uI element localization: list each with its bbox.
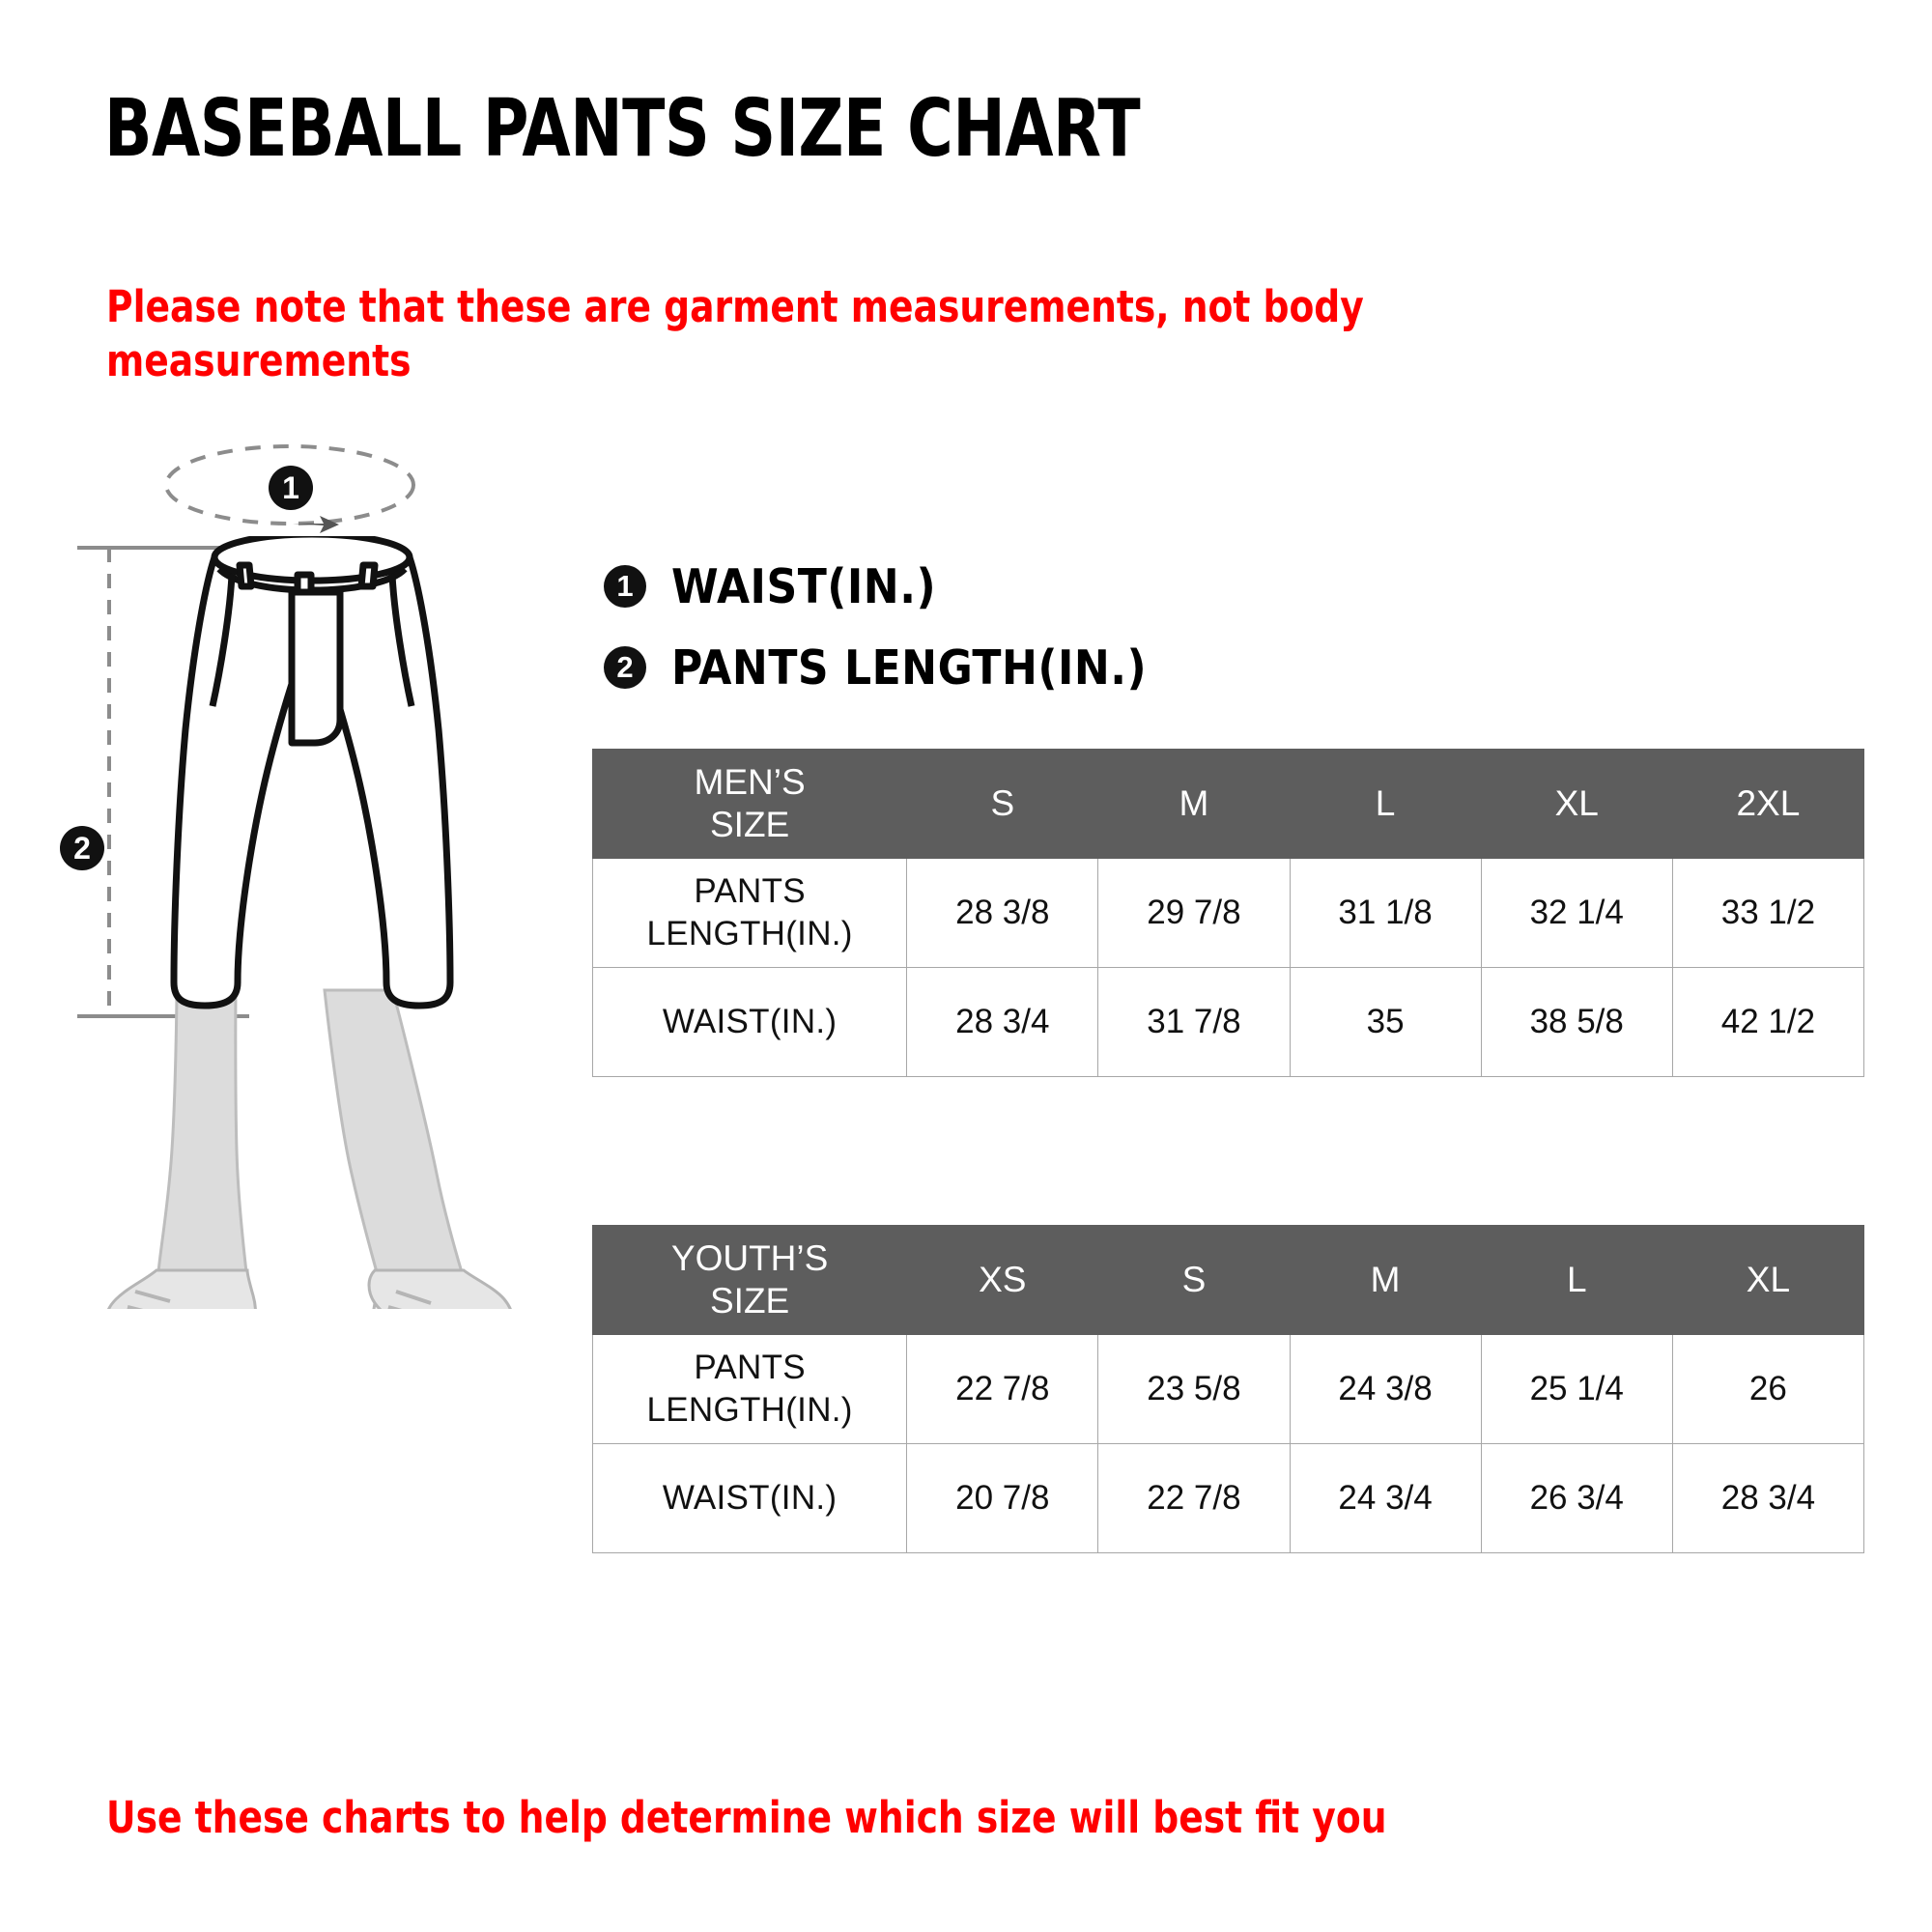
mens-size-table: MEN’S SIZE S M L XL 2XL PANTS LENGTH(IN.… [591, 749, 1865, 1077]
mens-pants-length-xl: 32 1/4 [1480, 858, 1673, 968]
youths-waist-l: 26 3/4 [1480, 1443, 1673, 1553]
youths-col-s: S [1097, 1225, 1291, 1335]
mens-table-header-row: MEN’S SIZE S M L XL 2XL [591, 749, 1865, 859]
mens-pants-length-l: 31 1/8 [1289, 858, 1482, 968]
youths-waist-xs: 20 7/8 [906, 1443, 1099, 1553]
mens-row0-line2: LENGTH(IN.) [646, 915, 853, 952]
youths-pants-length-xl: 26 [1671, 1334, 1865, 1444]
youths-col-m: M [1289, 1225, 1482, 1335]
mens-pants-length-m: 29 7/8 [1097, 858, 1291, 968]
mens-col-l: L [1289, 749, 1482, 859]
mens-col-s: S [906, 749, 1099, 859]
youths-col-xl: XL [1671, 1225, 1865, 1335]
diagram-length-marker: 2 [60, 826, 104, 870]
youths-row-label-pants-length: PANTS LENGTH(IN.) [591, 1334, 908, 1444]
youths-pants-length-s: 23 5/8 [1097, 1334, 1291, 1444]
table-row: PANTS LENGTH(IN.) 22 7/8 23 5/8 24 3/8 2… [591, 1334, 1865, 1444]
youths-corner-line2: SIZE [709, 1281, 790, 1321]
pants-diagram [77, 536, 580, 1309]
mens-pants-length-s: 28 3/8 [906, 858, 1099, 968]
garment-measurement-note: Please note that these are garment measu… [106, 281, 1364, 386]
mens-waist-s: 28 3/4 [906, 967, 1099, 1077]
legend-item-pants-length: 2 PANTS LENGTH(IN.) [604, 627, 1147, 708]
youths-waist-m: 24 3/4 [1289, 1443, 1482, 1553]
youths-row0-line2: LENGTH(IN.) [646, 1391, 853, 1429]
mens-waist-m: 31 7/8 [1097, 967, 1291, 1077]
table-row: WAIST(IN.) 28 3/4 31 7/8 35 38 5/8 42 1/… [591, 967, 1865, 1077]
youths-table-header-row: YOUTH’S SIZE XS S M L XL [591, 1225, 1865, 1335]
mens-row-label-pants-length: PANTS LENGTH(IN.) [591, 858, 908, 968]
youths-corner-line1: YOUTH’S [670, 1238, 829, 1278]
youths-row0-line1: PANTS [694, 1349, 806, 1386]
mens-col-m: M [1097, 749, 1291, 859]
youths-col-l: L [1480, 1225, 1673, 1335]
table-row: PANTS LENGTH(IN.) 28 3/8 29 7/8 31 1/8 3… [591, 858, 1865, 968]
size-help-note: Use these charts to help determine which… [106, 1792, 1387, 1843]
youths-table-corner: YOUTH’S SIZE [591, 1225, 908, 1335]
youths-row-label-waist: WAIST(IN.) [591, 1443, 908, 1553]
mens-row0-line1: PANTS [694, 872, 806, 910]
diagram-waist-marker: 1 [269, 466, 313, 510]
waist-arrow-icon [293, 516, 339, 533]
mens-col-2xl: 2XL [1671, 749, 1865, 859]
youths-col-xs: XS [906, 1225, 1099, 1335]
mens-table-corner: MEN’S SIZE [591, 749, 908, 859]
mens-pants-length-2xl: 33 1/2 [1671, 858, 1865, 968]
page-title: BASEBALL PANTS SIZE CHART [104, 83, 1141, 175]
socks [156, 988, 465, 1274]
youths-pants-length-xs: 22 7/8 [906, 1334, 1099, 1444]
mens-waist-l: 35 [1289, 967, 1482, 1077]
mens-waist-2xl: 42 1/2 [1671, 967, 1865, 1077]
youths-size-table: YOUTH’S SIZE XS S M L XL PANTS LENGTH(IN… [591, 1225, 1865, 1553]
marker-one-icon: 1 [604, 565, 646, 608]
youths-waist-xl: 28 3/4 [1671, 1443, 1865, 1553]
mens-corner-line2: SIZE [709, 805, 790, 844]
marker-two-icon: 2 [60, 826, 104, 870]
mens-corner-line1: MEN’S [694, 762, 806, 802]
legend-item-waist: 1 WAIST(IN.) [604, 546, 1147, 627]
waist-dashed-ellipse [164, 444, 415, 526]
youths-pants-length-m: 24 3/8 [1289, 1334, 1482, 1444]
mens-waist-xl: 38 5/8 [1480, 967, 1673, 1077]
pants-outline [170, 536, 454, 1009]
legend-label-waist: WAIST(IN.) [671, 558, 937, 614]
measurement-legend: 1 WAIST(IN.) 2 PANTS LENGTH(IN.) [604, 546, 1147, 708]
marker-two-icon: 2 [604, 646, 646, 689]
waist-measure-overlay [150, 435, 469, 551]
mens-col-xl: XL [1480, 749, 1673, 859]
marker-one-icon: 1 [269, 466, 313, 510]
mens-row-label-waist: WAIST(IN.) [591, 967, 908, 1077]
table-row: WAIST(IN.) 20 7/8 22 7/8 24 3/4 26 3/4 2… [591, 1443, 1865, 1553]
shoes [107, 1268, 512, 1309]
youths-waist-s: 22 7/8 [1097, 1443, 1291, 1553]
youths-pants-length-l: 25 1/4 [1480, 1334, 1673, 1444]
legend-label-pants-length: PANTS LENGTH(IN.) [671, 639, 1148, 696]
